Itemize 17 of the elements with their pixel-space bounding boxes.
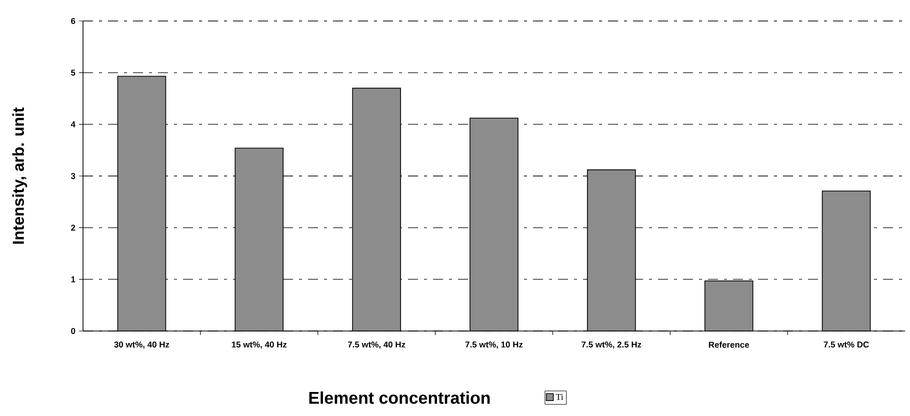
x-axis-title: Element concentration — [309, 391, 490, 404]
x-tick-label: 7.5 wt%, 2.5 Hz — [582, 342, 642, 349]
y-tick-label: 4 — [70, 121, 76, 128]
y-tick-label: 2 — [71, 224, 76, 231]
y-tick-label: 3 — [70, 173, 76, 179]
y-axis-title: Intensity, arb. unit — [12, 107, 28, 244]
y-tick-label: 6 — [71, 18, 76, 24]
x-tick-label: 30 wt%, 40 Hz — [114, 342, 170, 349]
x-tick-label: Reference — [708, 342, 750, 348]
legend-label: Ti — [556, 394, 564, 400]
x-tick-label: 7.5 wt%, 10 Hz — [465, 342, 523, 349]
x-tick-label: 15 wt%, 40 Hz — [232, 342, 287, 349]
x-tick-label: 7.5 wt%, 40 Hz — [348, 342, 406, 349]
y-tick-label: 5 — [71, 70, 76, 76]
y-tick-label: 1 — [71, 276, 76, 282]
y-tick-label: 0 — [71, 328, 76, 334]
x-tick-label: 7.5 wt% DC — [824, 342, 869, 348]
